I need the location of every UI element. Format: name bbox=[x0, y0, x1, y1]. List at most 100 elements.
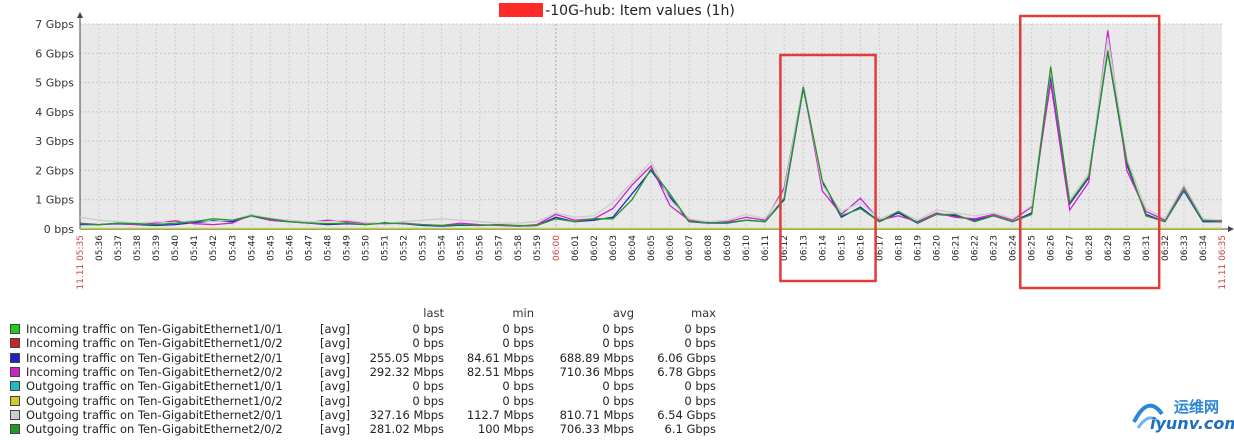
x-tick-label: 05:39 bbox=[152, 235, 162, 261]
x-tick-label: 05:40 bbox=[171, 235, 181, 261]
highlight-box bbox=[779, 53, 877, 283]
legend-value-avg: 710.36 Mbps bbox=[559, 364, 634, 379]
legend-row: Incoming traffic on Ten-GigabitEthernet2… bbox=[10, 351, 750, 365]
legend-header-last: last bbox=[423, 306, 444, 320]
legend-value-last: 0 bps bbox=[412, 379, 444, 394]
redaction-mark bbox=[499, 3, 544, 17]
legend-value-max: 0 bps bbox=[684, 336, 716, 351]
x-tick-label: 05:48 bbox=[323, 235, 333, 261]
x-tick-label: 06:15 bbox=[837, 235, 847, 261]
x-tick-label: 05:36 bbox=[95, 235, 105, 261]
chart-title: -10G-hub: Item values (1h) bbox=[545, 3, 735, 19]
x-tick-label: 05:37 bbox=[114, 235, 124, 261]
x-tick-label: 06:01 bbox=[571, 235, 581, 261]
x-tick-label: 06:18 bbox=[894, 235, 904, 261]
legend-series-name: Incoming traffic on Ten-GigabitEthernet1… bbox=[26, 336, 283, 351]
legend-fn: [avg] bbox=[320, 364, 351, 379]
legend-fn: [avg] bbox=[320, 379, 351, 394]
plot-area bbox=[80, 24, 1222, 229]
x-tick-label: 06:23 bbox=[990, 235, 1000, 261]
legend-value-max: 6.1 Gbps bbox=[664, 422, 716, 437]
legend-value-avg: 0 bps bbox=[602, 393, 634, 408]
x-tick-label: 05:53 bbox=[419, 235, 429, 261]
legend-row: Incoming traffic on Ten-GigabitEthernet1… bbox=[10, 336, 750, 350]
legend-fn: [avg] bbox=[320, 407, 351, 422]
x-tick-label: 06:29 bbox=[1104, 235, 1114, 261]
y-tick-label: 1 Gbps bbox=[35, 194, 74, 207]
x-tick-label: 06:02 bbox=[590, 235, 600, 261]
x-tick-label: 05:42 bbox=[209, 235, 219, 261]
legend-swatch bbox=[10, 352, 20, 363]
watermark-logo: 运维网 iyunv.com bbox=[1128, 392, 1234, 436]
x-tick-label: 05:45 bbox=[266, 235, 276, 261]
x-tick-label: 06:14 bbox=[818, 235, 828, 261]
legend-value-min: 0 bps bbox=[502, 336, 534, 351]
legend-header-min: min bbox=[512, 306, 534, 320]
legend-value-max: 0 bps bbox=[684, 379, 716, 394]
x-tick-label: 06:34 bbox=[1199, 235, 1209, 261]
legend-value-last: 292.32 Mbps bbox=[369, 364, 444, 379]
x-tick-label: 06:25 bbox=[1028, 235, 1038, 261]
x-tick-label: 06:06 bbox=[666, 235, 676, 261]
legend-swatch bbox=[10, 366, 20, 377]
x-tick-label: 06:20 bbox=[933, 235, 943, 261]
x-tick-label: 05:56 bbox=[476, 235, 486, 261]
legend-row: Incoming traffic on Ten-GigabitEthernet2… bbox=[10, 365, 750, 379]
x-tick-label: 05:59 bbox=[533, 235, 543, 261]
x-tick-label: 06:07 bbox=[685, 235, 695, 261]
legend-value-avg: 0 bps bbox=[602, 336, 634, 351]
legend-value-last: 0 bps bbox=[412, 336, 444, 351]
y-tick-label: 6 Gbps bbox=[35, 47, 74, 60]
chart: 0 bps 1 Gbps 2 Gbps 3 Gbps 4 Gbps 5 Gbps 6 Gbp… bbox=[35, 12, 1234, 290]
x-tick-label: 05:54 bbox=[438, 235, 448, 261]
x-tick-label: 05:52 bbox=[400, 235, 410, 261]
legend-value-max: 0 bps bbox=[684, 322, 716, 336]
legend-value-avg: 810.71 Mbps bbox=[559, 407, 634, 422]
y-axis-arrow bbox=[77, 12, 83, 18]
x-tick-label: 05:46 bbox=[285, 235, 295, 261]
legend-series-name: Incoming traffic on Ten-GigabitEthernet2… bbox=[26, 350, 283, 365]
x-tick-label: 06:12 bbox=[780, 235, 790, 261]
series-line bbox=[79, 30, 1223, 227]
legend-value-min: 0 bps bbox=[502, 379, 534, 394]
y-tick-label: 2 Gbps bbox=[35, 164, 74, 177]
legend-series-name: Outgoing traffic on Ten-GigabitEthernet1… bbox=[26, 379, 283, 394]
x-axis-arrow bbox=[1228, 226, 1234, 232]
legend-value-max: 6.54 Gbps bbox=[657, 407, 716, 422]
legend-value-last: 281.02 Mbps bbox=[369, 422, 444, 437]
legend-header-max: max bbox=[690, 306, 716, 320]
legend-value-max: 0 bps bbox=[684, 393, 716, 408]
x-tick-label: 06:05 bbox=[647, 235, 657, 261]
legend-swatch bbox=[10, 338, 20, 349]
legend-row: Outgoing traffic on Ten-GigabitEthernet1… bbox=[10, 379, 750, 393]
legend-value-last: 327.16 Mbps bbox=[369, 407, 444, 422]
x-tick-label: 05:49 bbox=[342, 235, 352, 261]
legend-series-name: Outgoing traffic on Ten-GigabitEthernet2… bbox=[26, 407, 283, 422]
y-tick-label: 0 bps bbox=[44, 223, 74, 236]
x-end-label: 11.11 06:35 bbox=[1218, 235, 1228, 290]
x-tick-label: 05:50 bbox=[362, 235, 372, 261]
legend-value-min: 0 bps bbox=[502, 393, 534, 408]
legend-row: Incoming traffic on Ten-GigabitEthernet1… bbox=[10, 322, 750, 336]
x-tick-label: 05:58 bbox=[514, 235, 524, 261]
x-tick-label: 06:17 bbox=[875, 235, 885, 261]
highlight-box bbox=[1018, 14, 1161, 290]
legend-swatch bbox=[10, 424, 20, 435]
chart-title-wrap: -10G-hub: Item values (1h) bbox=[0, 3, 1234, 19]
legend-series-name: Outgoing traffic on Ten-GigabitEthernet1… bbox=[26, 393, 283, 408]
legend-value-last: 255.05 Mbps bbox=[369, 350, 444, 365]
y-tick-label: 7 Gbps bbox=[35, 18, 74, 31]
x-tick-label: 06:24 bbox=[1009, 235, 1019, 261]
legend-value-max: 6.78 Gbps bbox=[657, 364, 716, 379]
legend-value-last: 0 bps bbox=[412, 393, 444, 408]
x-tick-label: 05:51 bbox=[381, 235, 391, 261]
legend-series-name: Outgoing traffic on Ten-GigabitEthernet2… bbox=[26, 422, 283, 437]
x-tick-label: 05:47 bbox=[304, 235, 314, 261]
x-tick-label: 06:30 bbox=[1123, 235, 1133, 261]
x-tick-label: 06:26 bbox=[1047, 235, 1057, 261]
legend-value-avg: 706.33 Mbps bbox=[559, 422, 634, 437]
legend-value-min: 112.7 Mbps bbox=[466, 407, 534, 422]
x-tick-label: 06:33 bbox=[1180, 235, 1190, 261]
x-tick-label: 06:27 bbox=[1066, 235, 1076, 261]
legend-row: Outgoing traffic on Ten-GigabitEthernet2… bbox=[10, 422, 750, 436]
